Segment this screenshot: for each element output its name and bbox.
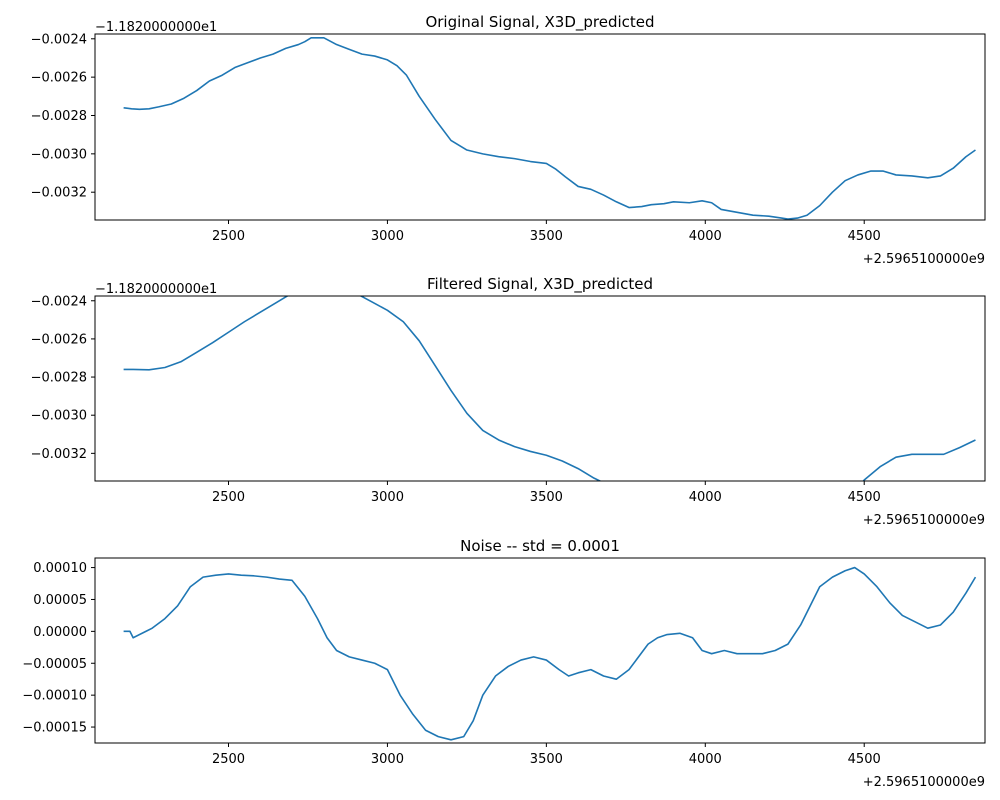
chart-panel-3: Noise -- std = 0.0001 2500 3000 3500 4000 450… xyxy=(22,537,986,790)
x-offset-label: +2.5965100000e9 xyxy=(863,513,985,528)
x-offset-label: +2.5965100000e9 xyxy=(863,252,985,267)
y-tick-label: −0.0028 xyxy=(31,371,87,386)
x-tick-label: 3000 xyxy=(371,490,404,505)
y-tick-label: −0.00005 xyxy=(22,657,87,672)
x-tick-label: 3500 xyxy=(530,752,563,767)
x-tick-label: 4000 xyxy=(689,752,722,767)
y-tick-label: −0.0028 xyxy=(31,109,87,124)
series-line xyxy=(123,566,977,741)
chart-title: Filtered Signal, X3D_predicted xyxy=(427,275,653,294)
x-tick-label: 4500 xyxy=(848,490,881,505)
chart-title: Original Signal, X3D_predicted xyxy=(425,13,654,32)
x-tick-label: 4000 xyxy=(689,490,722,505)
y-tick-label: −0.0032 xyxy=(31,186,87,201)
x-offset-label: +2.5965100000e9 xyxy=(863,775,985,790)
y-tick-label: −0.0030 xyxy=(31,409,87,424)
y-tick-label: 0.00010 xyxy=(33,561,87,576)
axes-frame xyxy=(94,33,986,221)
x-tick-label: 4500 xyxy=(848,752,881,767)
y-tick-label: −0.0032 xyxy=(31,447,87,462)
x-tick-label: 3500 xyxy=(530,490,563,505)
x-tick-label: 3000 xyxy=(371,229,404,244)
y-tick-label: −0.0026 xyxy=(31,71,87,86)
axes-frame xyxy=(94,295,986,482)
x-tick-label: 3500 xyxy=(530,229,563,244)
x-tick-label: 2500 xyxy=(212,490,245,505)
y-offset-label: −1.1820000000e1 xyxy=(95,20,217,35)
y-offset-label: −1.1820000000e1 xyxy=(95,282,217,297)
y-tick-label: −0.0030 xyxy=(31,147,87,162)
y-tick-label: 0.00000 xyxy=(33,625,87,640)
axes-frame xyxy=(94,557,986,744)
y-tick-label: −0.0024 xyxy=(31,32,87,47)
x-tick-label: 3000 xyxy=(371,752,404,767)
chart-panel-2: Filtered Signal, X3D_predicted −1.1820000… xyxy=(31,275,986,528)
y-tick-label: −0.0026 xyxy=(31,332,87,347)
x-tick-label: 4000 xyxy=(689,229,722,244)
x-tick-label: 2500 xyxy=(212,229,245,244)
x-tick-label: 4500 xyxy=(848,229,881,244)
y-tick-label: −0.00015 xyxy=(22,721,87,736)
chart-panel-1: Original Signal, X3D_predicted −1.1820000… xyxy=(31,13,986,267)
y-tick-label: 0.00005 xyxy=(33,593,87,608)
series-line xyxy=(123,37,976,220)
chart-title: Noise -- std = 0.0001 xyxy=(460,537,620,555)
series-line xyxy=(123,296,976,481)
x-tick-label: 2500 xyxy=(212,752,245,767)
y-tick-label: −0.0024 xyxy=(31,294,87,309)
y-tick-label: −0.00010 xyxy=(22,689,87,704)
